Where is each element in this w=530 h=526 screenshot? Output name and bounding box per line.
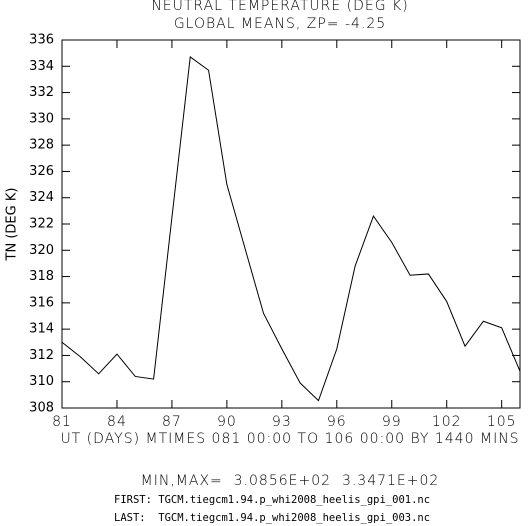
x-tick-label: 102 — [432, 414, 462, 430]
y-tick-label: 322 — [29, 217, 54, 232]
y-axis-label: TN (DEG K) — [5, 188, 20, 262]
chart-subtitle: GLOBAL MEANS, ZP= -4.25 — [174, 16, 386, 32]
plot-frame — [61, 39, 521, 409]
x-tick-label: 93 — [272, 414, 292, 430]
y-tick-label: 308 — [29, 401, 54, 416]
x-tick-label: 81 — [52, 414, 72, 430]
chart-title: NEUTRAL TEMPERATURE (DEG K) — [151, 0, 408, 14]
data-line — [61, 56, 521, 402]
y-tick-label: 326 — [29, 164, 54, 179]
x-tick-label: 84 — [107, 414, 127, 430]
x-tick-label: 87 — [162, 414, 182, 430]
y-tick-label: 332 — [29, 85, 54, 100]
y-tick-label: 316 — [29, 295, 54, 310]
y-tick-label: 328 — [29, 138, 54, 153]
x-tick-label: 96 — [327, 414, 347, 430]
x-tick-label: 105 — [487, 414, 517, 430]
first-file-note: FIRST: TGCM.tiegcm1.94.p_whi2008_heelis_… — [114, 494, 430, 506]
y-tick-label: 314 — [29, 322, 54, 337]
y-tick-label: 330 — [29, 111, 54, 126]
y-tick-label: 310 — [29, 374, 54, 389]
y-tick-label: 320 — [29, 243, 54, 258]
y-tick-label: 336 — [29, 33, 54, 48]
y-tick-label: 312 — [29, 348, 54, 363]
y-tick-label: 324 — [29, 190, 54, 205]
x-axis-label: UT (DAYS) MTIMES 081 00:00 TO 106 00:00 … — [60, 431, 519, 447]
last-file-note: LAST: TGCM.tiegcm1.94.p_whi2008_heelis_g… — [114, 512, 430, 524]
min-max-note: MIN,MAX= 3.0856E+02 3.3471E+02 — [141, 473, 440, 489]
y-tick-label: 334 — [29, 59, 54, 74]
x-tick-label: 90 — [217, 414, 237, 430]
x-tick-label: 99 — [382, 414, 402, 430]
y-tick-label: 318 — [29, 269, 54, 284]
